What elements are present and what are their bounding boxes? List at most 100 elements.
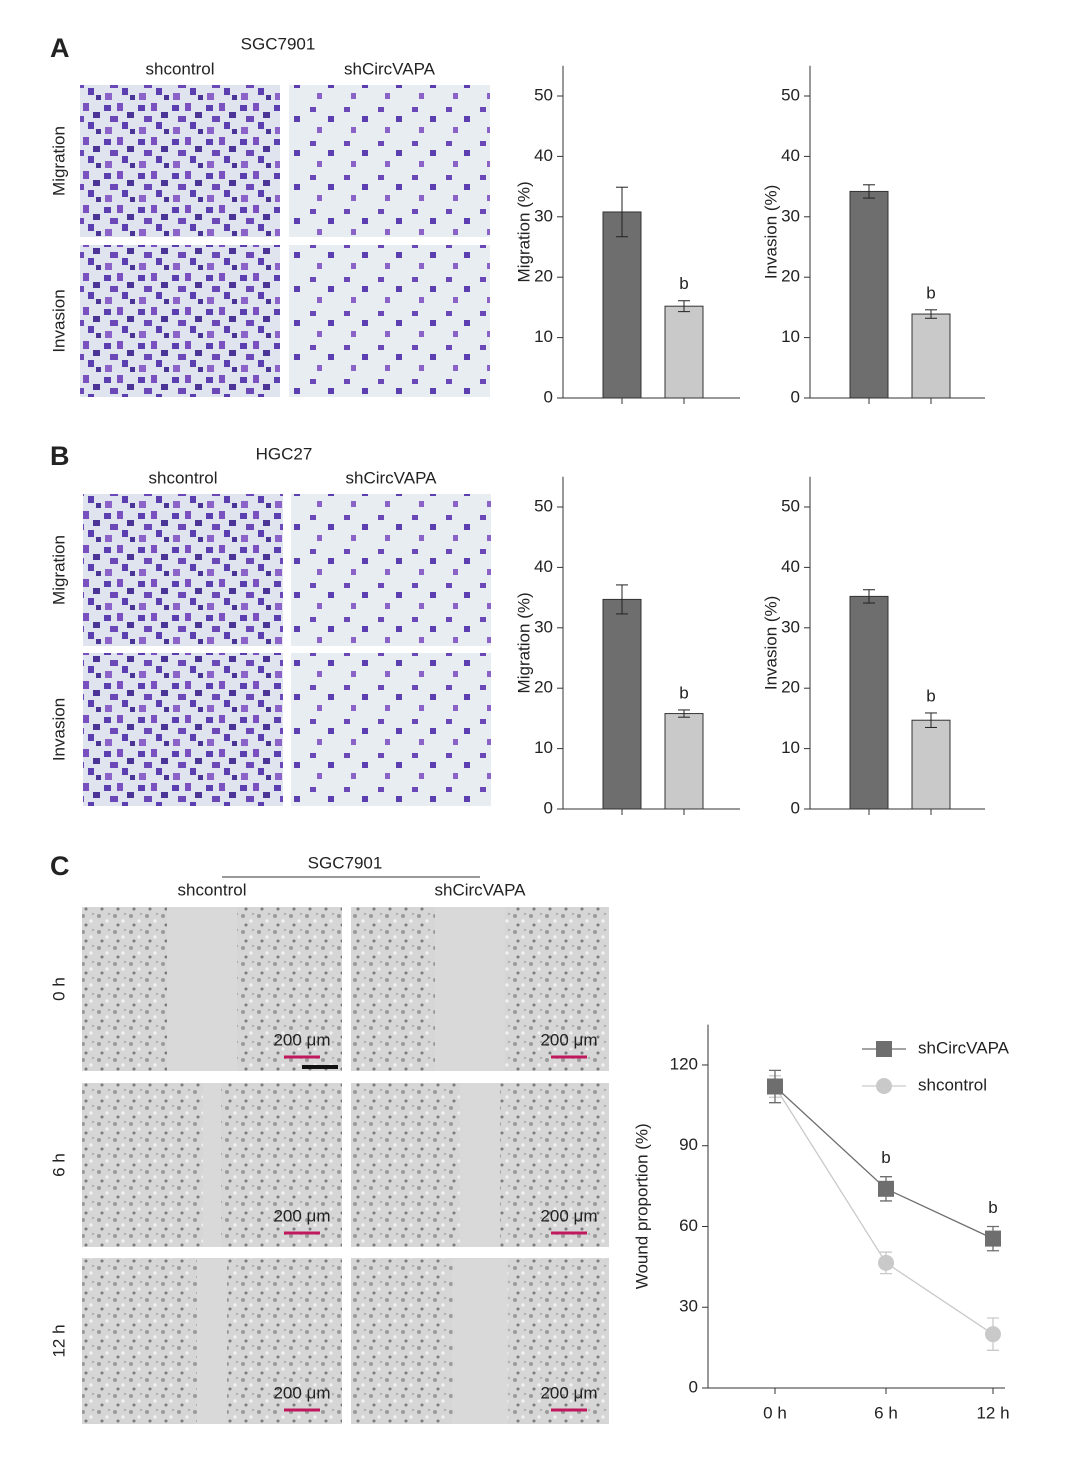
y-tick-label: 50 — [534, 496, 553, 515]
scale-bar-label: 200 μm — [273, 1206, 330, 1225]
y-tick-label: 10 — [781, 738, 800, 757]
micrograph — [80, 245, 280, 397]
legend-label: shcontrol — [918, 1075, 987, 1094]
y-tick-label: 20 — [534, 267, 553, 286]
y-axis-label: Migration (%) — [514, 181, 533, 282]
legend-label: shCircVAPA — [918, 1038, 1010, 1057]
y-tick-label: 30 — [534, 617, 553, 636]
column-label: shcontrol — [178, 880, 247, 899]
series-line — [774, 1086, 994, 1335]
bar — [602, 598, 642, 810]
scale-bar-label: 200 μm — [540, 1383, 597, 1402]
error-bar — [863, 184, 875, 199]
y-tick-label: 20 — [781, 678, 800, 697]
marker — [878, 1180, 894, 1197]
y-tick-label: 30 — [679, 1297, 698, 1316]
wound-gap — [460, 1083, 500, 1247]
bar — [911, 313, 951, 399]
micrograph — [289, 85, 490, 237]
y-tick-label: 50 — [781, 496, 800, 515]
significance-label: b — [679, 683, 688, 702]
panel-label: A — [50, 33, 70, 63]
y-tick-label: 90 — [679, 1135, 698, 1154]
scale-bar-label: 200 μm — [273, 1383, 330, 1402]
y-tick-label: 0 — [791, 387, 800, 406]
bar — [664, 713, 704, 810]
cell-line: SGC7901 — [308, 853, 383, 872]
error-bar — [925, 712, 937, 728]
y-tick-label: 30 — [781, 206, 800, 225]
x-tick-label: 6 h — [874, 1403, 898, 1422]
significance-label: b — [926, 283, 935, 302]
y-axis-label: Invasion (%) — [761, 185, 780, 279]
bar — [664, 305, 704, 399]
micrograph — [291, 653, 491, 806]
column-label: shCircVAPA — [344, 59, 436, 78]
y-tick-label: 40 — [534, 146, 553, 165]
error-bar — [678, 300, 690, 313]
micrograph — [289, 245, 490, 397]
row-label: Invasion — [49, 289, 68, 352]
y-axis-label: Invasion (%) — [761, 596, 780, 690]
y-tick-label: 40 — [781, 557, 800, 576]
y-tick-label: 10 — [534, 738, 553, 757]
y-tick-label: 50 — [534, 85, 553, 104]
y-tick-label: 40 — [534, 557, 553, 576]
micrograph — [83, 653, 283, 806]
row-label: 0 h — [49, 977, 68, 1001]
significance-label: b — [679, 274, 688, 293]
y-tick-label: 0 — [689, 1377, 698, 1396]
y-tick-label: 50 — [781, 85, 800, 104]
y-tick-label: 30 — [534, 206, 553, 225]
wound-gap — [197, 1258, 227, 1424]
wound-gap — [452, 1258, 508, 1424]
column-label: shCircVAPA — [345, 468, 437, 487]
y-tick-label: 10 — [534, 327, 553, 346]
row-label: Migration — [49, 535, 68, 605]
significance-label: b — [881, 1148, 890, 1167]
micrograph — [83, 494, 283, 646]
bar — [849, 595, 889, 810]
y-axis-label: Migration (%) — [514, 592, 533, 693]
row-label: 12 h — [49, 1324, 68, 1357]
panel-label: C — [50, 851, 70, 881]
y-tick-label: 20 — [781, 267, 800, 286]
cell-line: SGC7901 — [241, 34, 316, 53]
y-tick-label: 10 — [781, 327, 800, 346]
column-label: shcontrol — [146, 59, 215, 78]
row-label: Invasion — [49, 698, 68, 761]
error-bar — [616, 186, 628, 238]
significance-label: b — [926, 686, 935, 705]
legend-marker — [876, 1041, 892, 1057]
column-label: shcontrol — [149, 468, 218, 487]
y-tick-label: 30 — [781, 617, 800, 636]
wound-gap — [203, 1083, 221, 1247]
micrograph — [80, 85, 280, 237]
y-tick-label: 20 — [534, 678, 553, 697]
column-label: shCircVAPA — [434, 880, 526, 899]
scale-bar-label: 200 μm — [540, 1206, 597, 1225]
y-tick-label: 0 — [791, 798, 800, 817]
error-bar — [616, 584, 628, 615]
error-bar — [925, 309, 937, 319]
bar — [849, 190, 889, 399]
wound-gap — [435, 907, 505, 1071]
panel-label: B — [50, 441, 70, 471]
micrograph — [291, 494, 491, 646]
row-label: Migration — [49, 126, 68, 196]
marker — [767, 1078, 783, 1095]
cell-line: HGC27 — [256, 444, 313, 463]
x-tick-label: 0 h — [763, 1403, 787, 1422]
y-tick-label: 120 — [670, 1054, 698, 1073]
marker — [985, 1230, 1001, 1247]
y-tick-label: 40 — [781, 146, 800, 165]
scale-bar-label: 200 μm — [273, 1030, 330, 1049]
bar — [602, 211, 642, 399]
y-tick-label: 0 — [544, 387, 553, 406]
scale-bar-label: 200 μm — [540, 1030, 597, 1049]
y-tick-label: 0 — [544, 798, 553, 817]
error-bar — [678, 709, 690, 718]
bar — [911, 719, 951, 810]
row-label: 6 h — [49, 1153, 68, 1177]
